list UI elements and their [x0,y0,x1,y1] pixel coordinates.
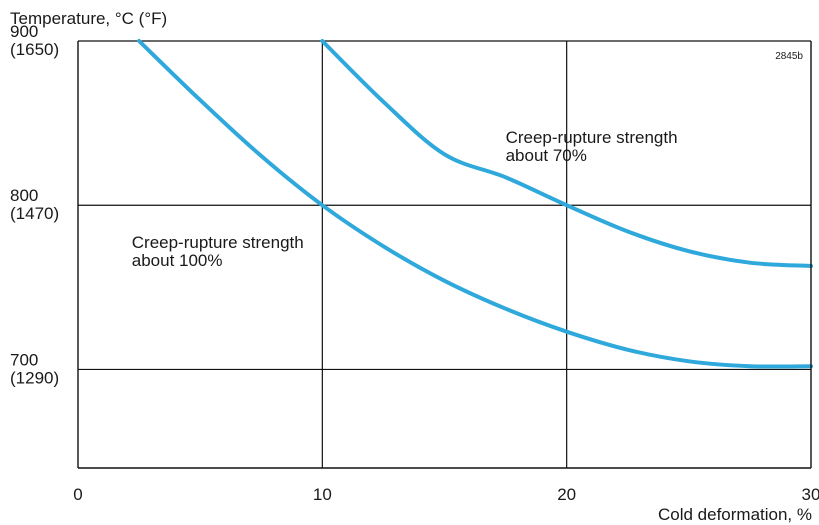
series-line-70 [320,39,813,268]
annotation-line1: Creep-rupture strength [506,128,678,147]
series-line-100 [137,39,813,369]
y-tick-label-fahrenheit: (1470) [10,204,59,223]
grid [78,40,811,468]
figure-id: 2845b [775,51,803,62]
y-tick-label: 900 [10,22,38,41]
y-tick-label-fahrenheit: (1650) [10,40,59,59]
annotation-line1: Creep-rupture strength [132,233,304,252]
annotation-line2: about 70% [506,146,587,165]
x-axis-title: Cold deformation, % [658,505,812,524]
y-tick-label: 800 [10,186,38,205]
y-tick-label-fahrenheit: (1290) [10,368,59,387]
x-tick-label: 10 [313,485,332,504]
series-group [137,39,813,369]
x-tick-label: 0 [73,485,82,504]
annotation-line2: about 100% [132,251,223,270]
y-axis-title: Temperature, °C (°F) [10,9,167,28]
y-tick-label: 700 [10,350,38,369]
x-tick-label: 20 [557,485,576,504]
x-tick-label: 30 [802,485,819,504]
plot-frame [77,41,812,469]
tick-labels: 0 10 20 30 900(1650) 800(1470) 700(1290) [10,22,819,504]
